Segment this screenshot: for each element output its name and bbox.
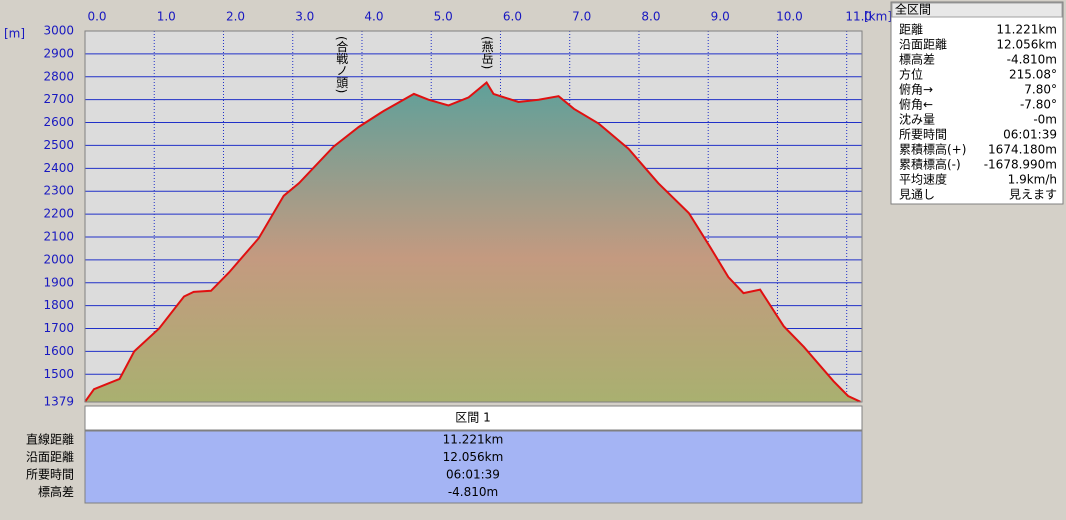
y-tick-label: 2500 [43, 138, 74, 152]
x-tick-label: 5.0 [434, 10, 453, 24]
peak-label: (合戦ノ頭) [335, 36, 349, 93]
panel-value: -7.80° [1020, 98, 1057, 112]
panel-label: 見通し [899, 188, 935, 202]
panel-label: 方位 [899, 67, 923, 82]
panel-value: 見えます [1009, 188, 1057, 202]
y-tick-label: 1500 [43, 367, 74, 381]
row-label: 沿面距離 [26, 450, 74, 464]
y-tick-label: 2700 [43, 92, 74, 106]
x-tick-label: 2.0 [226, 10, 245, 24]
table-body-bg [84, 430, 863, 504]
y-unit: [m] [4, 27, 25, 41]
panel-value: 215.08° [1009, 68, 1057, 82]
panel-title: 全区間 [895, 2, 931, 17]
x-tick-label: 8.0 [641, 10, 660, 24]
row-label: 標高差 [38, 484, 74, 499]
y-tick-label: 1800 [43, 298, 74, 312]
y-tick-label: 1700 [43, 321, 74, 335]
x-tick-label: 6.0 [503, 10, 522, 24]
row-label: 直線距離 [26, 432, 74, 447]
section-table: 区間 1 直線距離 11.221km 沿面距離 12.056km 所要時間 06:01:3… [26, 405, 863, 504]
panel-label: 所要時間 [899, 128, 947, 142]
plot-frame [84, 30, 863, 403]
row-value: 06:01:39 [446, 468, 500, 482]
y-tick-label: 2100 [43, 229, 74, 243]
row-label: 所要時間 [26, 468, 74, 482]
y-tick-label: 2900 [43, 46, 74, 60]
panel-value: 06:01:39 [1003, 128, 1057, 142]
x-unit: [km] [864, 10, 892, 24]
panel-label: 俯角→ [899, 82, 933, 97]
table-header: 区間 1 [455, 411, 490, 425]
profile-area [85, 82, 861, 402]
y-tick-label: 2400 [43, 161, 74, 175]
profile-line [84, 80, 861, 403]
x-tick-label: 10.0 [776, 10, 803, 24]
panel-label: 距離 [899, 23, 923, 37]
panel-value: -4.810m [1007, 53, 1057, 67]
y-tick-label: 2300 [43, 184, 74, 198]
y-tick-label: 3000 [43, 24, 74, 38]
x-tick-label: 0.0 [87, 10, 106, 24]
y-tick-label: 1900 [43, 275, 74, 289]
y-tick-label: 2200 [43, 207, 74, 221]
y-tick-label: 2800 [43, 69, 74, 83]
panel-label: 標高差 [899, 52, 935, 67]
peak-label: (燕岳) [480, 36, 494, 69]
panel-value: 11.221km [996, 23, 1057, 37]
panel-value: -1678.990m [984, 158, 1057, 172]
panel-title-bg [891, 2, 1063, 18]
panel-label: 平均速度 [899, 172, 947, 187]
table-header-bg [84, 405, 863, 431]
row-value: 11.221km [443, 433, 504, 447]
row-value: -4.810m [448, 485, 498, 499]
panel-value: 7.80° [1024, 83, 1057, 97]
y-tick-label: 2000 [43, 252, 74, 266]
panel-label: 沿面距離 [899, 38, 947, 52]
row-value: 12.056km [443, 450, 504, 464]
panel-label: 累積標高(+) [899, 142, 966, 157]
panel-label: 累積標高(-) [899, 157, 961, 172]
side-panel: 全区間 距離 11.221km 沿面距離 12.056km 標高差 -4.810m 方位 21… [890, 1, 1064, 205]
x-tick-label: 11.0 [845, 10, 872, 24]
x-tick-label: 3.0 [295, 10, 314, 24]
panel-label: 俯角← [899, 97, 933, 112]
x-tick-label: 9.0 [711, 10, 730, 24]
y-tick-label: 2600 [43, 115, 74, 129]
y-tick-label: 1379 [43, 395, 74, 409]
panel-value: -0m [1033, 113, 1057, 127]
y-tick-label: 1600 [43, 344, 74, 358]
x-tick-label: 7.0 [572, 10, 591, 24]
x-tick-label: 1.0 [157, 10, 176, 24]
panel-value: 1.9km/h [1008, 173, 1057, 187]
panel-label: 沈み量 [899, 112, 935, 127]
panel-value: 12.056km [996, 38, 1057, 52]
panel-value: 1674.180m [988, 143, 1057, 157]
panel-bg [890, 1, 1064, 205]
x-tick-label: 4.0 [364, 10, 383, 24]
